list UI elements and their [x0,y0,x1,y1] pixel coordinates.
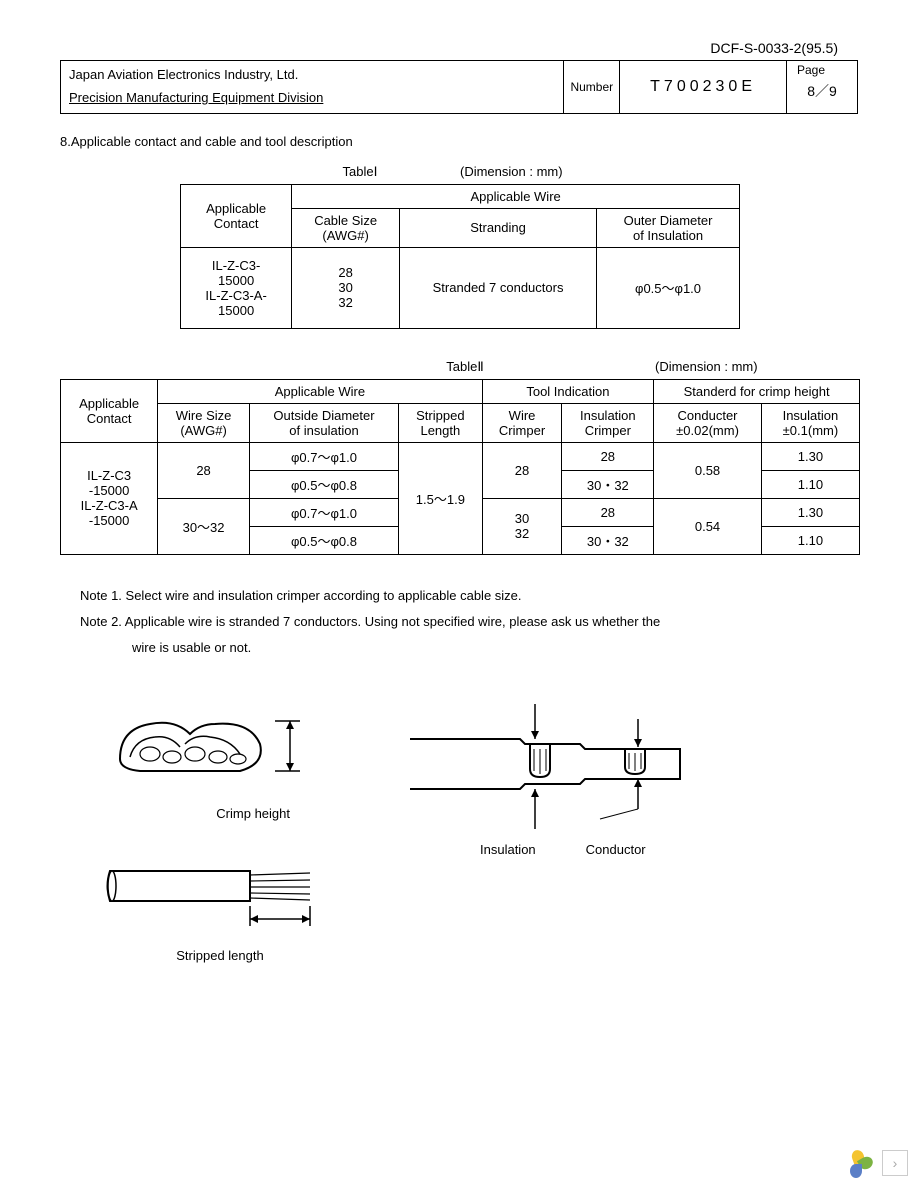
table2-label: TableⅡ [365,359,565,375]
stripped-length-label: Stripped length [100,948,340,963]
t2-col-ws: Wire Size (AWG#) [158,403,250,442]
t1-stranding-val: Stranded 7 conductors [400,247,597,328]
t2-std-header: Standerd for crimp height [654,379,860,403]
t2-r3-cond: 0.54 [654,498,762,554]
t2-r1-od: φ0.7～φ1.0 [249,442,398,470]
t1-contact-header: Applicable Contact [181,184,292,247]
number-label: Number [564,61,620,113]
figure-stripped-length: Stripped length [100,851,340,963]
table1-label: TableⅠ [260,164,460,180]
table-2: Applicable Contact Applicable Wire Tool … [60,379,860,555]
table1-dimension: (Dimension : mm) [460,164,660,180]
t2-r3-ic: 28 [562,498,654,526]
figure-side-view: Insulation Conductor [400,699,760,963]
page-label: Page [797,63,847,77]
t2-r1-wc: 28 [482,442,562,498]
t2-r3-ws: 30～32 [158,498,250,554]
t2-col-wc: Wire Crimper [482,403,562,442]
t2-r1-ws: 28 [158,442,250,498]
t2-col-ins: Insulation ±0.1(mm) [761,403,859,442]
t2-r1-ins: 1.30 [761,442,859,470]
chevron-right-icon[interactable]: › [882,1150,908,1176]
note-1: Note 1. Select wire and insulation crimp… [80,585,858,607]
t1-od-val: φ0.5～φ1.0 [597,247,740,328]
t2-wire-header: Applicable Wire [158,379,482,403]
t2-contact-val: IL-Z-C3 -15000 IL-Z-C3-A -15000 [61,442,158,554]
footer-icons: › [844,1148,908,1178]
t2-r2-od: φ0.5～φ0.8 [249,470,398,498]
t2-r4-ins: 1.10 [761,526,859,554]
page-block: Page 8／9 [787,61,857,113]
t1-contact-val: IL-Z-C3- 15000 IL-Z-C3-A- 15000 [181,247,292,328]
t2-r4-ic: 30・32 [562,526,654,554]
t2-r4-od: φ0.5～φ0.8 [249,526,398,554]
figure-crimp-height: Crimp height [100,699,340,821]
table-1: Applicable Contact Applicable Wire Cable… [180,184,740,329]
figures-block: Crimp height Stripped length [100,699,858,963]
t2-r2-ic: 30・32 [562,470,654,498]
note-2: Note 2. Applicable wire is stranded 7 co… [80,611,858,633]
insulation-label: Insulation [480,842,536,857]
t2-r1-cond: 0.58 [654,442,762,498]
t2-r3-wc: 30 32 [482,498,562,554]
crimp-height-label: Crimp height [100,806,340,821]
t1-col-cable: Cable Size (AWG#) [292,208,400,247]
t1-col-od: Outer Diameter of Insulation [597,208,740,247]
document-code: DCF-S-0033-2(95.5) [60,40,858,56]
note-2-cont: wire is usable or not. [80,637,858,659]
t2-r1-sl: 1.5～1.9 [399,442,483,554]
t2-r1-ic: 28 [562,442,654,470]
t1-cable-val: 28 30 32 [292,247,400,328]
t2-r3-od: φ0.7～φ1.0 [249,498,398,526]
notes-block: Note 1. Select wire and insulation crimp… [80,585,858,659]
header-box: Japan Aviation Electronics Industry, Ltd… [60,60,858,114]
t2-col-od: Outside Diameter of insulation [249,403,398,442]
t2-col-ic: Insulation Crimper [562,403,654,442]
t1-wire-header: Applicable Wire [292,184,740,208]
t2-tool-header: Tool Indication [482,379,654,403]
document-number: T700230E [620,61,787,113]
t2-col-sl: Stripped Length [399,403,483,442]
table2-dimension: (Dimension : mm) [655,359,855,375]
t2-col-cond: Conducter ±0.02(mm) [654,403,762,442]
logo-icon [844,1148,874,1178]
t1-col-stranding: Stranding [400,208,597,247]
section-title: 8.Applicable contact and cable and tool … [60,134,858,149]
t2-r3-ins: 1.30 [761,498,859,526]
t2-r2-ins: 1.10 [761,470,859,498]
t2-contact-header: Applicable Contact [61,379,158,442]
page-value: 8／9 [797,81,847,101]
header-company-block: Japan Aviation Electronics Industry, Ltd… [61,61,564,113]
company-name: Japan Aviation Electronics Industry, Ltd… [69,65,555,86]
division-name: Precision Manufacturing Equipment Divisi… [69,88,555,109]
conductor-label: Conductor [586,842,646,857]
